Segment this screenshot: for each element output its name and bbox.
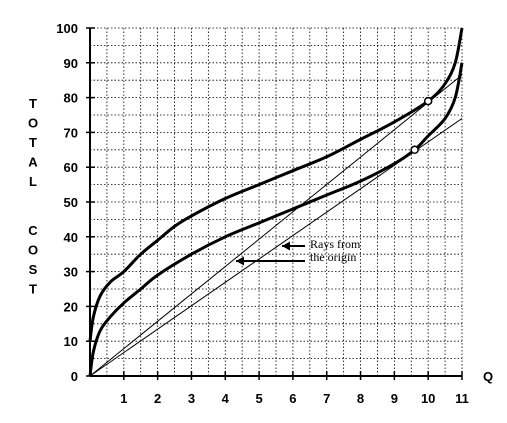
y-tick-label: 40 <box>64 230 78 245</box>
x-tick-label: 11 <box>455 391 469 406</box>
x-tick-label: 5 <box>255 391 262 406</box>
y-tick-label: 90 <box>64 56 78 71</box>
y-label-letter: L <box>29 174 37 189</box>
arrow-head <box>236 256 244 266</box>
y-tick-label: 50 <box>64 195 78 210</box>
grid <box>90 27 463 376</box>
x-tick-labels: 1 2 3 4 5 6 7 8 9 10 11 <box>120 391 469 406</box>
x-axis-label: Q <box>483 369 493 384</box>
y-label-letter: T <box>29 96 37 111</box>
y-tick-label: 80 <box>64 91 78 106</box>
y-tick-label: 100 <box>56 21 78 36</box>
y-tick-labels: 0 10 20 30 40 50 60 70 80 90 100 <box>56 21 78 384</box>
y-tick-label: 0 <box>71 369 78 384</box>
annotation-text: the origin <box>310 250 356 264</box>
tangency-marker <box>410 145 419 155</box>
y-label-letter: O <box>28 242 38 257</box>
x-tick-label: 1 <box>120 391 127 406</box>
y-tick-label: 60 <box>64 160 78 175</box>
y-label-letter: T <box>29 281 37 296</box>
y-tick-label: 10 <box>64 334 78 349</box>
y-label-letter: O <box>28 116 38 131</box>
x-tick-label: 9 <box>391 391 398 406</box>
x-tick-label: 8 <box>357 391 364 406</box>
y-label-letter: S <box>29 262 38 277</box>
ray-line-2 <box>89 74 463 377</box>
y-label-letter: T <box>29 135 37 150</box>
axes <box>86 27 463 380</box>
y-label-letter: C <box>28 223 38 238</box>
y-tick-label: 30 <box>64 265 78 280</box>
x-tick-label: 3 <box>188 391 195 406</box>
y-tick-label: 20 <box>64 299 78 314</box>
arrow-head <box>282 241 290 251</box>
x-tick-label: 2 <box>154 391 161 406</box>
x-tick-label: 7 <box>323 391 330 406</box>
annotation-text: Rays from <box>310 237 361 251</box>
x-tick-label: 10 <box>421 391 435 406</box>
cost-curve-1 <box>88 62 464 377</box>
markers-group <box>410 96 433 155</box>
ray-line-3 <box>89 118 463 377</box>
x-tick-label: 6 <box>289 391 296 406</box>
x-tick-label: 4 <box>222 391 230 406</box>
tangency-marker <box>423 96 433 106</box>
y-label-letter: A <box>28 155 38 170</box>
y-tick-label: 70 <box>64 125 78 140</box>
